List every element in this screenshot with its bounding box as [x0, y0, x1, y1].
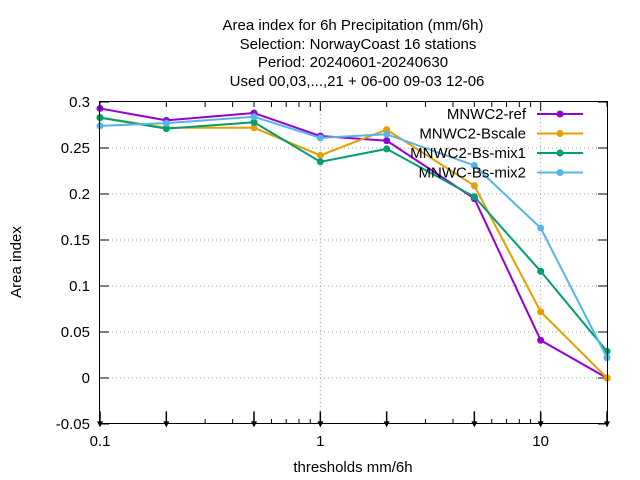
legend-swatch-point [556, 130, 564, 137]
data-point [162, 119, 170, 127]
y-tick-label: 0.2 [69, 186, 90, 203]
legend-entry: MNWC2-Bscale [419, 126, 583, 143]
data-point [162, 125, 170, 133]
threshold-marker [383, 411, 390, 428]
y-axis-label: Area index [8, 226, 25, 298]
data-point [470, 193, 478, 201]
legend-swatch-point [556, 110, 564, 118]
series-MNWC-Bs-mix2 [96, 113, 611, 362]
axis-ticks [99, 101, 608, 425]
y-tick-label: 0.25 [61, 140, 90, 157]
bottom-markers [97, 411, 610, 428]
series-MNWC2-ref [96, 104, 611, 382]
data-point [316, 151, 324, 159]
series-MNWC2-Bscale [96, 114, 611, 382]
plot-border [99, 101, 608, 424]
data-series [96, 104, 611, 382]
series-MNWC2-Bs-mix1 [96, 114, 611, 355]
tick-labels: -0.05 0 0.05 0.1 0.15 0.2 0.25 0.3 0.1 1 10 [56, 94, 549, 450]
legend-swatch-point [556, 169, 564, 176]
data-point [537, 336, 545, 344]
title-line-2: Selection: NorwayCoast 16 stations [240, 36, 477, 53]
y-tick-label: 0.3 [69, 94, 90, 111]
data-point [383, 137, 391, 145]
y-tick-label: 0 [82, 370, 90, 387]
legend: MNWC2-ref MNWC2-Bscale MNWC2-Bs-mix1 MNWC-B… [410, 106, 583, 182]
legend-entry: MNWC-Bs-mix2 [419, 165, 583, 182]
data-point [537, 267, 545, 275]
data-point [316, 158, 324, 166]
threshold-marker [163, 411, 170, 428]
y-tick-label: 0.1 [69, 278, 90, 295]
data-point [383, 130, 391, 138]
title-line-4: Used 00,03,...,21 + 06-00 09-03 12-06 [230, 73, 485, 90]
threshold-marker [317, 411, 324, 428]
legend-label: MNWC-Bs-mix2 [419, 165, 526, 182]
legend-entry: MNWC2-Bs-mix1 [410, 145, 583, 162]
data-point [470, 182, 478, 190]
data-point [470, 161, 478, 169]
data-point [250, 113, 258, 121]
data-point [537, 308, 545, 316]
x-tick-label: 1 [316, 433, 324, 450]
y-tick-label: 0.15 [61, 232, 90, 249]
threshold-marker [537, 411, 544, 428]
x-tick-label: 0.1 [90, 433, 111, 450]
legend-label: MNWC2-Bscale [419, 126, 526, 143]
threshold-marker [251, 411, 258, 428]
data-point [250, 118, 258, 126]
data-point [316, 134, 324, 142]
title-line-3: Period: 20240601-20240630 [258, 54, 448, 71]
title-line-1: Area index for 6h Precipitation (mm/6h) [223, 17, 484, 34]
legend-swatch-point [556, 149, 564, 157]
series-line [99, 116, 608, 352]
y-tick-label: 0.05 [61, 324, 90, 341]
y-tick-label: -0.05 [56, 416, 90, 433]
series-line [99, 115, 608, 359]
x-tick-label: 10 [532, 433, 549, 450]
x-axis-label: thresholds mm/6h [293, 459, 412, 476]
legend-label: MNWC2-ref [447, 106, 527, 123]
data-point [537, 224, 545, 232]
series-line [99, 107, 608, 379]
data-point [250, 124, 258, 132]
chart-title: Area index for 6h Precipitation (mm/6h) … [223, 17, 485, 90]
threshold-marker [471, 411, 478, 428]
series-line [99, 116, 608, 379]
data-point [383, 145, 391, 153]
grid-lines [100, 102, 607, 424]
legend-label: MNWC2-Bs-mix1 [410, 145, 526, 162]
legend-entry: MNWC2-ref [447, 106, 583, 123]
